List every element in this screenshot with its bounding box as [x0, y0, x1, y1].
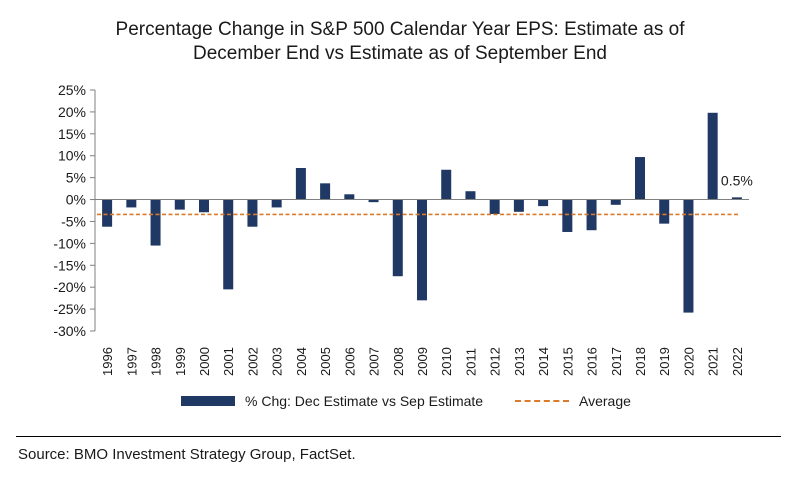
data-label-2022: 0.5%: [721, 172, 753, 188]
x-tick-label-2020: 2020: [681, 347, 696, 376]
x-tick-label-1997: 1997: [124, 347, 139, 376]
chart-title-line-1: Percentage Change in S&P 500 Calendar Ye…: [115, 19, 685, 40]
x-tick-label-2000: 2000: [197, 347, 212, 376]
y-tick-label: 0%: [66, 192, 86, 208]
bar-2017: [610, 199, 621, 205]
bar-2021: [707, 112, 718, 200]
x-tick-label-2015: 2015: [560, 347, 575, 376]
y-tick-label: -20%: [53, 279, 86, 295]
x-tick-label-2004: 2004: [294, 347, 309, 376]
bar-2008: [392, 199, 403, 277]
x-tick-label-2022: 2022: [730, 347, 745, 376]
bar-2003: [271, 199, 282, 208]
x-tick-label-2018: 2018: [633, 347, 648, 376]
bar-2007: [368, 199, 379, 203]
bar-2010: [441, 169, 452, 200]
bar-2018: [635, 157, 645, 200]
y-tick-label: -15%: [53, 257, 86, 273]
x-tick-label-2013: 2013: [512, 347, 527, 376]
bar-1997: [126, 199, 137, 208]
y-tick-label: 25%: [58, 82, 86, 98]
y-tick-label: -5%: [61, 213, 86, 229]
chart-title: Percentage Change in S&P 500 Calendar Ye…: [0, 18, 800, 66]
bar-2009: [417, 199, 427, 301]
x-tick-label-2002: 2002: [245, 347, 260, 376]
y-tick-label: 5%: [66, 170, 86, 186]
bar-2014: [538, 199, 549, 207]
x-tick-label-1998: 1998: [149, 347, 164, 376]
x-tick-label-2001: 2001: [221, 347, 236, 376]
bar-1998: [150, 199, 161, 246]
bar-2000: [199, 199, 209, 213]
bar-1996: [102, 199, 113, 227]
y-tick-label: -25%: [53, 301, 86, 317]
legend-item-bars: % Chg: Dec Estimate vs Sep Estimate: [181, 393, 483, 409]
bar-2006: [344, 194, 355, 200]
bar-2005: [320, 183, 331, 200]
y-tick-label: -10%: [53, 235, 86, 251]
x-tick-label-2008: 2008: [391, 347, 406, 376]
bar-2019: [659, 199, 670, 224]
x-tick-label-2010: 2010: [439, 347, 454, 376]
bar-2020: [683, 199, 694, 313]
bar-2013: [513, 199, 524, 212]
x-tick-label-1996: 1996: [100, 347, 115, 376]
y-tick-label: 10%: [58, 148, 86, 164]
footer-divider: [16, 436, 781, 437]
x-tick-label-2006: 2006: [342, 347, 357, 376]
bar-2015: [562, 199, 573, 232]
x-tick-label-2003: 2003: [270, 347, 285, 376]
x-tick-label-2014: 2014: [536, 347, 551, 376]
x-tick-label-2019: 2019: [657, 347, 672, 376]
y-tick-label: 15%: [58, 126, 86, 142]
chart-title-line-2: December End vs Estimate as of September…: [193, 43, 607, 64]
x-tick-label-2016: 2016: [585, 347, 600, 376]
x-tick-label-2021: 2021: [706, 347, 721, 376]
bar-2022: [731, 197, 742, 200]
legend-label-average: Average: [579, 393, 631, 409]
x-tick-label-2012: 2012: [488, 347, 503, 376]
y-tick-label: 20%: [58, 104, 86, 120]
source-note: Source: BMO Investment Strategy Group, F…: [18, 446, 356, 463]
y-tick-label: -30%: [53, 323, 86, 339]
x-tick-label-2009: 2009: [415, 347, 430, 376]
bar-2011: [465, 191, 476, 200]
bar-2012: [489, 199, 500, 215]
bar-2002: [247, 199, 258, 227]
bar-1999: [174, 199, 185, 210]
legend-item-average: Average: [515, 393, 631, 409]
legend: % Chg: Dec Estimate vs Sep Estimate Aver…: [0, 393, 800, 415]
x-tick-label-2017: 2017: [609, 347, 624, 376]
legend-label-bars: % Chg: Dec Estimate vs Sep Estimate: [245, 393, 484, 409]
legend-swatch-average: [515, 400, 569, 402]
x-tick-label-2005: 2005: [318, 347, 333, 376]
legend-swatch-bar: [181, 396, 235, 406]
x-tick-label-1999: 1999: [173, 347, 188, 376]
bar-chart: 25% 20% 15% 10% 5% 0% -5% -10% -15% -20% -25% -30% 1…: [53, 82, 753, 376]
x-tick-label-2007: 2007: [367, 347, 382, 376]
bar-2004: [295, 167, 306, 200]
bar-2001: [223, 199, 234, 290]
x-tick-label-2011: 2011: [463, 348, 478, 376]
